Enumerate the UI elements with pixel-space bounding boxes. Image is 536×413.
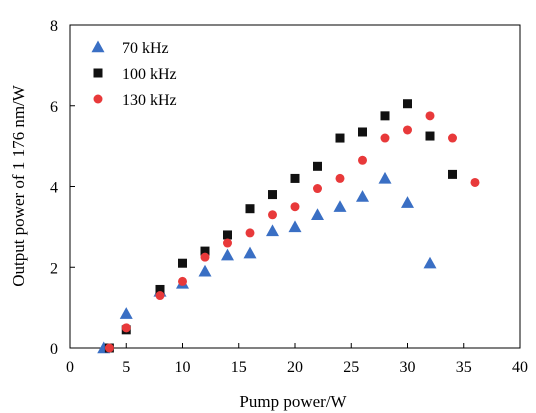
x-tick-label: 10 [175,359,191,376]
data-point [425,111,435,121]
data-point [358,127,367,137]
x-tick-label: 40 [512,359,528,376]
data-point [358,155,367,165]
data-point [223,238,232,248]
x-tick-label: 25 [343,359,359,376]
data-point [178,258,187,268]
data-point [470,177,480,187]
legend-label: 130 kHz [122,92,177,109]
data-point [401,196,414,208]
data-point [121,323,131,333]
x-tick-label: 5 [122,359,130,376]
y-tick-label: 8 [50,18,58,35]
data-point [200,246,210,256]
legend-marker [91,40,105,53]
y-tick-label: 6 [50,99,58,116]
data-point [155,291,165,301]
data-point [243,246,257,259]
data-point [313,161,322,171]
x-tick-label: 35 [456,359,472,376]
data-point [198,264,212,277]
legend: 70 kHz 100 kHz 130 kHz [91,40,177,109]
data-point [448,169,457,179]
y-tick-label: 2 [50,260,58,277]
y-axis: 0 2 4 6 8 [50,18,75,358]
data-point [290,173,300,183]
y-axis-label: Output power of 1 176 nm/W [9,84,28,287]
series-circle [104,111,480,353]
legend-marker [93,94,103,104]
data-point [245,204,255,214]
legend-marker [93,68,103,78]
data-series [97,99,480,354]
data-point [448,133,457,143]
data-point [403,99,412,109]
x-tick-label: 20 [287,359,303,376]
legend-label: 70 kHz [122,40,169,57]
data-point [223,230,232,240]
data-point [288,220,302,233]
y-tick-label: 4 [50,180,58,197]
series-triangle [97,171,437,354]
data-point [425,131,435,141]
data-point [221,248,234,261]
data-point [403,125,412,135]
data-point [380,133,390,143]
data-point [378,171,392,184]
data-point [200,252,210,262]
data-point [290,202,300,212]
data-point [178,276,187,286]
data-point [380,111,390,121]
data-point [333,200,347,212]
data-point [268,210,277,220]
data-point [268,190,277,200]
x-tick-label: 0 [66,359,74,376]
data-point [104,343,114,353]
x-tick-label: 15 [231,359,247,376]
data-point [266,224,279,237]
data-point [311,208,324,220]
data-point [313,184,322,194]
y-tick-label: 0 [50,341,58,358]
x-axis: 0 5 10 15 20 25 30 35 40 [66,343,528,376]
series-square [104,99,457,353]
data-point [335,133,345,143]
x-tick-label: 30 [400,359,416,376]
x-axis-label: Pump power/W [239,392,347,411]
data-point [423,256,437,269]
data-point [155,284,165,294]
legend-label: 100 kHz [122,66,177,83]
data-point [356,190,369,202]
data-point [335,173,345,183]
data-point [119,307,133,319]
data-point [245,228,255,238]
